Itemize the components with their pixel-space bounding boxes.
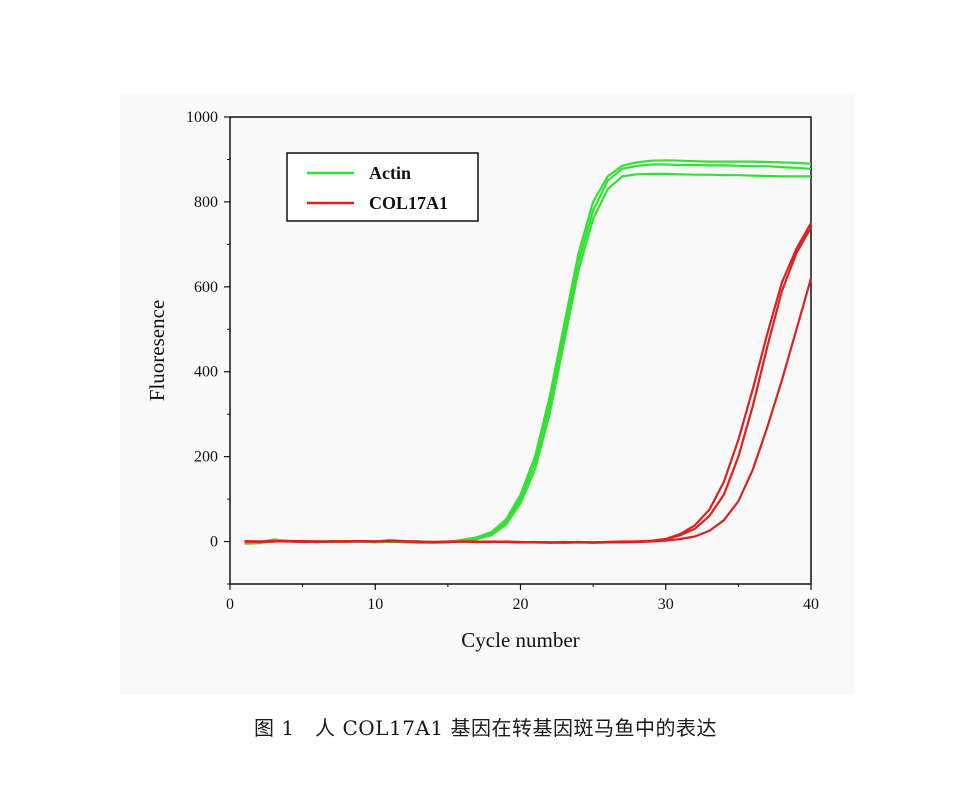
x-tick-label: 30 — [658, 596, 674, 613]
y-tick-label: 600 — [194, 279, 218, 296]
y-tick-label: 800 — [194, 194, 218, 211]
y-tick-label: 400 — [194, 364, 218, 381]
legend-box — [286, 152, 479, 222]
y-axis-label: Fluoresence — [145, 300, 169, 401]
x-tick-label: 20 — [513, 596, 529, 613]
figure-panel: 0 10 20 30 40 0 200 400 600 800 1000 Cycle number Fl… — [120, 95, 855, 695]
x-tick-label: 0 — [226, 596, 234, 613]
y-tick-label: 0 — [210, 534, 218, 551]
legend-label-col17a1: COL17A1 — [369, 193, 448, 213]
y-tick-label: 1000 — [186, 109, 218, 126]
x-tick-label: 40 — [803, 596, 819, 613]
x-axis-label: Cycle number — [461, 628, 579, 652]
figure-caption: 图 1 人 COL17A1 基因在转基因斑马鱼中的表达 — [254, 716, 717, 740]
legend-label-actin: Actin — [369, 163, 411, 183]
col17a1-line-2 — [244, 222, 812, 544]
x-tick-label: 10 — [367, 596, 383, 613]
col17a1-line-1 — [244, 226, 812, 544]
y-tick-label: 200 — [194, 449, 218, 466]
col17a1-line-3 — [244, 277, 813, 544]
